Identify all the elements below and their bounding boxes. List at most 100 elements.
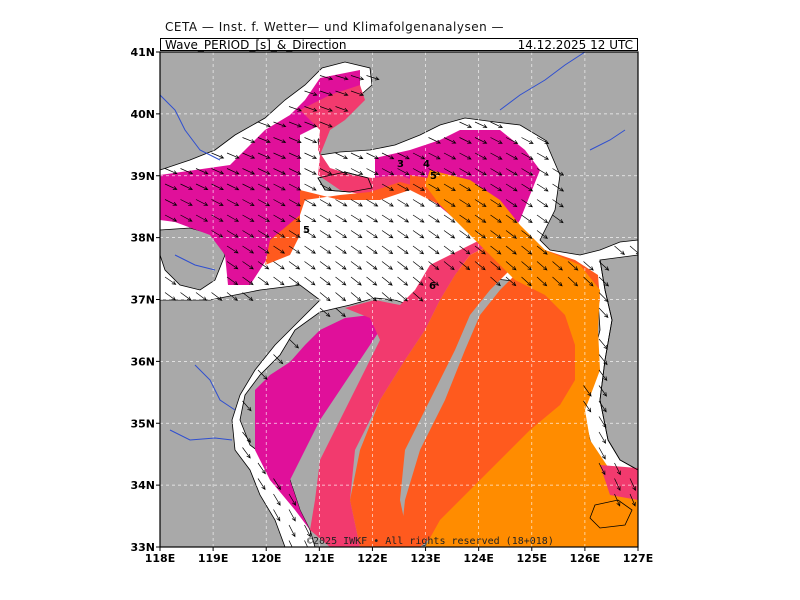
direction-arrow (242, 230, 255, 238)
direction-arrow (598, 261, 610, 271)
direction-arrow (304, 152, 318, 159)
lon-tick-label: 126E (570, 552, 600, 565)
direction-arrow (180, 168, 194, 175)
direction-arrow (443, 261, 455, 271)
direction-arrow (381, 230, 394, 239)
lon-tick-label: 123E (410, 552, 440, 565)
direction-arrow (412, 261, 424, 271)
direction-arrow (552, 168, 565, 176)
direction-arrow (288, 106, 303, 112)
direction-arrow (459, 137, 472, 144)
contour-labels: 3 4 5 5 6 (303, 159, 437, 292)
direction-arrow (598, 431, 606, 444)
direction-arrow (505, 137, 519, 144)
direction-arrow (304, 245, 316, 254)
direction-arrow (304, 261, 316, 270)
direction-arrow (257, 478, 266, 491)
direction-arrow (474, 261, 486, 271)
direction-arrow (583, 276, 594, 287)
direction-arrow (164, 214, 178, 222)
direction-arrow (288, 338, 300, 349)
direction-arrow (614, 245, 625, 255)
direction-arrow (598, 447, 606, 460)
lat-tick-label: 36N (130, 355, 155, 368)
direction-arrow (304, 230, 317, 238)
direction-arrow (397, 168, 410, 176)
direction-arrow (242, 292, 254, 301)
direction-arrow (180, 214, 193, 222)
direction-arrow (521, 261, 533, 271)
direction-arrow (319, 214, 332, 223)
direction-arrow (459, 152, 472, 160)
direction-arrow (536, 183, 549, 192)
contour-label-5a: 5 (430, 171, 437, 182)
direction-arrow (521, 137, 534, 144)
direction-arrow (288, 183, 302, 191)
direction-arrow (443, 199, 456, 207)
direction-arrow (459, 121, 473, 128)
direction-arrow (319, 168, 333, 175)
direction-arrow (273, 245, 286, 254)
direction-arrow (319, 183, 333, 191)
direction-arrow (521, 168, 534, 176)
direction-arrow (428, 276, 440, 286)
direction-arrow (474, 168, 487, 176)
direction-arrow (366, 75, 380, 81)
direction-arrow (164, 276, 177, 285)
direction-arrow (521, 245, 533, 255)
direction-arrow (412, 276, 424, 286)
copyright-credit: ©2025 IWKF • All rights reserved (18+018… (307, 536, 554, 547)
direction-arrow (428, 183, 441, 191)
direction-arrow (273, 199, 286, 207)
direction-arrow (273, 230, 286, 238)
direction-arrow (567, 276, 579, 287)
direction-arrow (459, 183, 472, 192)
contour-label-5b: 5 (303, 225, 310, 236)
direction-arrow (288, 245, 301, 254)
direction-arrow (459, 261, 471, 271)
rivers (160, 52, 626, 441)
direction-arrow (614, 462, 621, 476)
direction-arrow (443, 245, 456, 255)
direction-arrow (366, 245, 378, 255)
direction-arrow (335, 276, 347, 286)
direction-arrow (505, 261, 517, 271)
direction-arrow (350, 90, 365, 97)
direction-arrow (226, 168, 240, 175)
direction-arrow (521, 199, 533, 208)
direction-arrow (614, 493, 621, 507)
direction-arrow (490, 276, 501, 287)
direction-arrow (536, 137, 550, 144)
jiangsu-coast (160, 284, 321, 547)
direction-arrow (304, 106, 318, 112)
direction-arrow (195, 199, 209, 206)
direction-arrow (288, 121, 302, 128)
direction-arrow (412, 214, 425, 223)
direction-arrow (304, 168, 317, 175)
direction-arrow (242, 137, 256, 143)
direction-arrow (335, 199, 348, 207)
direction-arrow (242, 214, 255, 222)
direction-arrow (428, 214, 440, 223)
direction-arrow (490, 245, 502, 255)
direction-arrow (552, 261, 563, 271)
direction-arrow (226, 261, 239, 270)
direction-arrow (459, 245, 471, 255)
direction-arrow (226, 199, 240, 206)
direction-arrow (304, 121, 318, 128)
direction-arrow (273, 183, 286, 191)
direction-arrow (319, 106, 333, 112)
direction-arrow (490, 261, 502, 271)
direction-arrow (350, 75, 365, 81)
direction-arrow (350, 245, 363, 254)
direction-arrow (257, 276, 270, 286)
grid-lines (160, 52, 638, 547)
direction-arrow (226, 245, 239, 254)
direction-arrow (598, 400, 607, 413)
direction-arrow (257, 183, 271, 191)
lon-tick-label: 122E (357, 552, 387, 565)
direction-arrow (412, 199, 425, 207)
direction-arrow (505, 276, 517, 287)
direction-arrow (335, 75, 349, 81)
contour-label-6: 6 (429, 281, 436, 292)
